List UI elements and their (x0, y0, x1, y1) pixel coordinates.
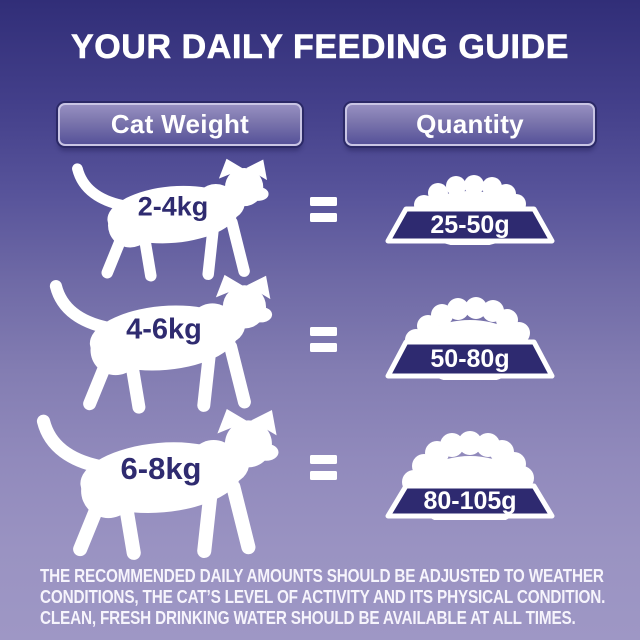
footnote-line-2: CONDITIONS, THE CAT’S LEVEL OF ACTIVITY … (40, 587, 606, 607)
column-header-quantity-label: Quantity (416, 109, 524, 139)
food-bowl-large: 80-105g (382, 430, 558, 520)
cat-row-medium: 4-6kg (34, 274, 294, 421)
footnote: THE RECOMMENDED DAILY AMOUNTS SHOULD BE … (40, 566, 620, 629)
equals-icon (310, 327, 337, 352)
quantity-label: 25-50g (430, 211, 510, 239)
cat-row-large: 6-8kg (20, 408, 302, 568)
cat-weight-label: 6-8kg (120, 450, 202, 486)
equals-icon (310, 455, 337, 480)
quantity-label: 50-80g (430, 345, 510, 373)
cat-weight-label: 2-4kg (137, 191, 209, 222)
footnote-line-1: THE RECOMMENDED DAILY AMOUNTS SHOULD BE … (40, 566, 604, 586)
cat-silhouette-icon (34, 274, 294, 421)
cat-row-small: 2-4kg (58, 158, 288, 288)
cat-silhouette-icon (20, 408, 302, 568)
footnote-line-3: CLEAN, FRESH DRINKING WATER SHOULD BE AV… (40, 608, 576, 628)
equals-icon (310, 197, 337, 222)
page-title: YOUR DAILY FEEDING GUIDE (70, 28, 570, 67)
column-header-cat-weight-label: Cat Weight (110, 109, 250, 139)
food-bowl-icon (385, 483, 555, 519)
cat-silhouette-icon (58, 158, 288, 288)
food-bowl-small: 25-50g (382, 173, 558, 245)
food-bowl-icon (385, 339, 555, 379)
column-header-quantity: Quantity (345, 103, 595, 146)
cat-weight-label: 4-6kg (126, 313, 202, 346)
quantity-label: 80-105g (423, 487, 517, 515)
food-bowl-medium: 50-80g (382, 296, 558, 380)
column-header-cat-weight: Cat Weight (58, 103, 302, 146)
food-bowl-icon (385, 206, 555, 244)
